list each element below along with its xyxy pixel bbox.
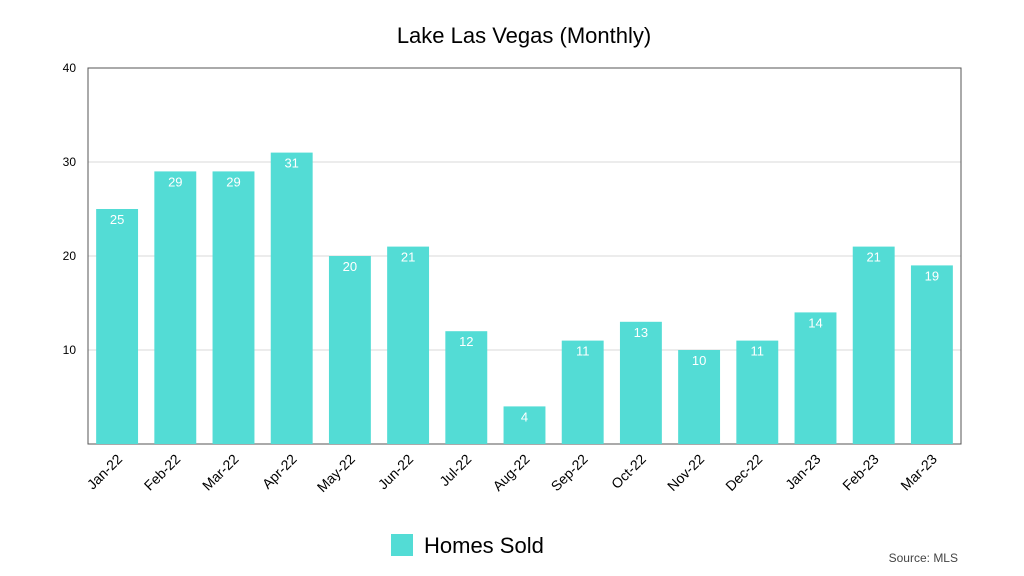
bar (503, 406, 546, 444)
bar-value-label: 25 (110, 212, 124, 227)
x-tick-label: May-22 (314, 451, 358, 495)
bar (852, 246, 895, 444)
legend-swatch (391, 534, 413, 556)
bar (328, 256, 371, 444)
bar-value-label: 4 (521, 409, 528, 424)
bar (794, 312, 837, 444)
x-tick-label: Feb-23 (839, 451, 882, 494)
bar-value-label: 29 (226, 174, 240, 189)
bar (96, 209, 139, 444)
bar (445, 331, 488, 444)
bar-value-label: 11 (576, 344, 590, 359)
x-tick-label: Feb-22 (141, 451, 184, 494)
bar-value-label: 12 (459, 334, 473, 349)
bar-value-label: 13 (634, 325, 648, 340)
bar-value-label: 31 (284, 156, 298, 171)
bar (619, 321, 662, 444)
bar-value-label: 20 (343, 259, 357, 274)
bar (154, 171, 197, 444)
source-note: Source: MLS (889, 551, 958, 565)
bar-value-label: 21 (866, 250, 880, 265)
x-tick-label: Aug-22 (489, 451, 532, 494)
x-axis-ticks: Jan-22 Feb-22 Mar-22 Apr-22 May-22 Jun-22 Jul-… (84, 451, 941, 495)
x-tick-label: Nov-22 (664, 451, 707, 494)
legend: Homes Sold (391, 533, 544, 558)
chart-title: Lake Las Vegas (Monthly) (397, 23, 651, 48)
x-tick-label: Dec-22 (722, 451, 765, 494)
bar (910, 265, 953, 444)
x-tick-label: Jan-23 (782, 451, 824, 493)
y-tick-label: 40 (63, 61, 77, 75)
x-tick-label: Apr-22 (259, 451, 300, 492)
bar-value-label: 21 (401, 250, 415, 265)
x-tick-label: Jan-22 (84, 451, 126, 493)
bar-value-label: 10 (692, 353, 706, 368)
legend-label: Homes Sold (424, 533, 544, 558)
bar-value-label: 19 (925, 268, 939, 283)
bar (387, 246, 430, 444)
y-tick-label: 10 (63, 343, 77, 357)
x-tick-label: Mar-22 (199, 451, 242, 494)
bar-value-label: 14 (808, 315, 822, 330)
x-tick-label: Jul-22 (436, 451, 474, 489)
x-tick-label: Jun-22 (375, 451, 417, 493)
bar-value-label: 11 (751, 344, 765, 359)
x-tick-label: Mar-23 (897, 451, 940, 494)
bar-value-label: 29 (168, 174, 182, 189)
bars: 25 29 29 31 20 21 12 4 11 13 10 11 14 21 19 (96, 152, 953, 444)
y-tick-label: 30 (63, 155, 77, 169)
bar (678, 350, 721, 444)
bar (212, 171, 255, 444)
x-tick-label: Oct-22 (608, 451, 649, 492)
bar (270, 152, 313, 444)
y-axis-ticks: 10 20 30 40 (63, 61, 77, 357)
bar (561, 340, 604, 444)
bar (736, 340, 779, 444)
y-tick-label: 20 (63, 249, 77, 263)
x-tick-label: Sep-22 (548, 451, 591, 494)
